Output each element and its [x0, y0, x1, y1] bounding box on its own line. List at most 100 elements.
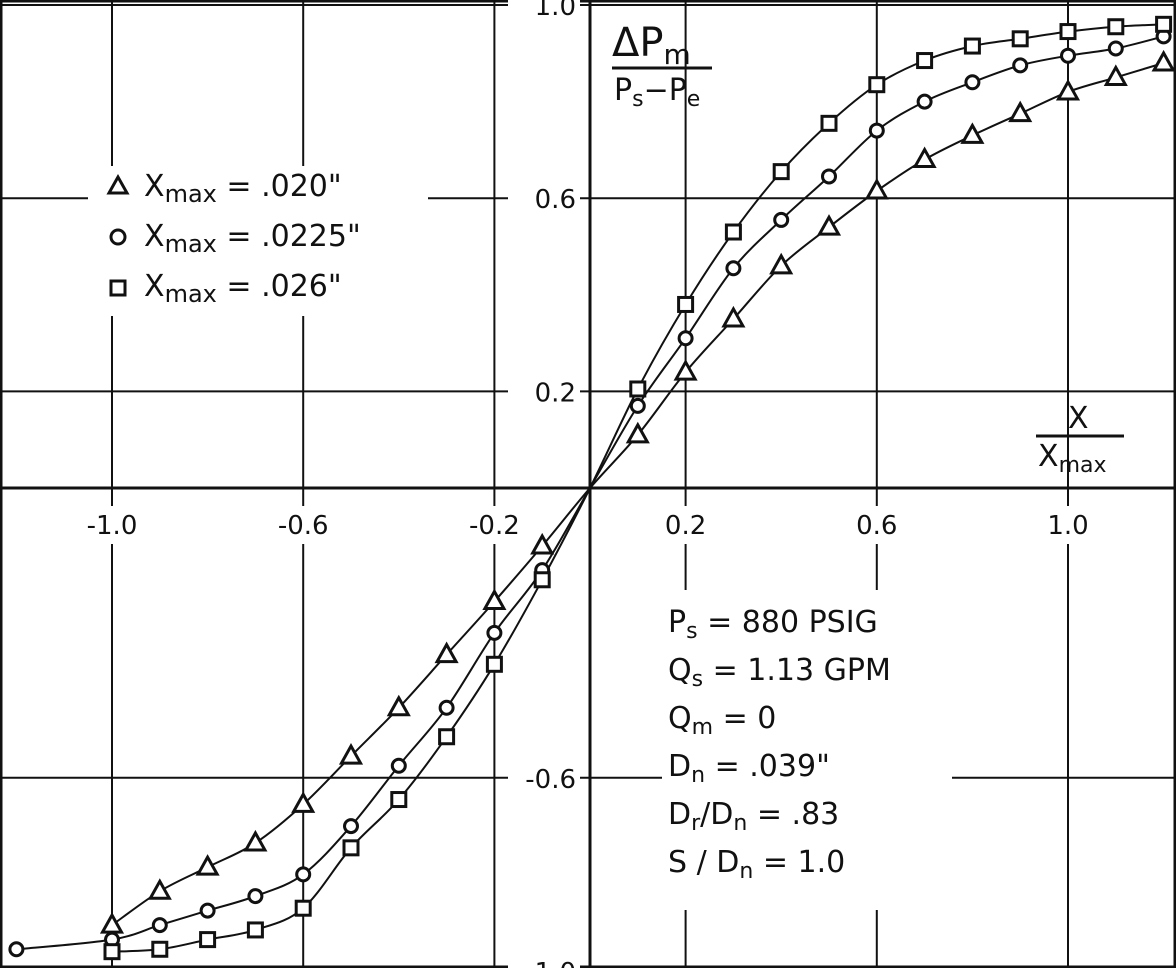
- series-triangle-point-16: [912, 146, 937, 169]
- series-square-point-12: [724, 223, 742, 241]
- series-circle-point-3: [199, 902, 216, 919]
- legend-label-2: Xmax = .0225": [144, 219, 361, 258]
- series-triangle-point-7: [434, 641, 459, 664]
- series-circle-point-8: [438, 699, 455, 716]
- series-circle-point-16: [868, 122, 885, 139]
- series-circle-point-2: [151, 917, 168, 934]
- x-tick-label-bg-2: [454, 506, 535, 544]
- x-label-numerator: X: [1068, 401, 1089, 436]
- series-triangle-point-9: [530, 532, 555, 555]
- series-triangle-point-4: [291, 791, 316, 813]
- series-circle-point-5: [295, 866, 312, 883]
- x-tick-label-bg-0: [72, 506, 152, 544]
- series-circle-point-14: [773, 211, 790, 228]
- y-axis-label: ΔPm Ps−Pe: [612, 20, 712, 112]
- series-circle-point-11: [629, 397, 646, 414]
- series-triangle-point-10: [625, 421, 650, 444]
- series-circle-point-13: [725, 260, 742, 277]
- series-triangle-point-6: [386, 694, 411, 717]
- series-square-point-9: [533, 571, 551, 589]
- x-tick-label-3: 0.2: [665, 511, 706, 541]
- x-tick-label-2: -0.2: [469, 511, 520, 541]
- x-tick-label-0: -1.0: [87, 511, 138, 541]
- series-circle-point-20: [1060, 47, 1076, 64]
- series-triangle-point-21: [1151, 49, 1176, 72]
- x-tick-label-bg-4: [836, 506, 917, 544]
- annotation-supply-pressure: Ps = 880 PSIG: [668, 605, 878, 644]
- series-triangle-point-5: [338, 742, 364, 765]
- series-square-point-16: [916, 52, 934, 70]
- x-tick-label-bg-1: [263, 506, 344, 544]
- annotation-diameter-ratio: Dr/Dn = .83: [668, 797, 839, 836]
- y-tick-label-bg-3: [508, 759, 580, 798]
- y-tick-label-2: 0.2: [535, 378, 576, 408]
- series-square-point-17: [963, 37, 981, 55]
- series-square-point-2: [199, 931, 217, 949]
- y-tick-label-1: 0.6: [535, 185, 576, 215]
- series-square-point-15: [868, 76, 886, 94]
- series-triangle-point-14: [816, 214, 842, 236]
- series-square-point-1: [151, 940, 169, 958]
- series-triangle-point-3: [243, 829, 268, 852]
- series-triangle-point-20: [1103, 64, 1128, 86]
- legend-entry-square: Xmax = .026": [109, 269, 342, 308]
- series-triangle-point-17: [960, 122, 985, 144]
- series-square-point-7: [438, 728, 456, 746]
- series-circle-point-12: [677, 330, 694, 347]
- series-square-point-8: [485, 655, 503, 673]
- series-circle-point-4: [247, 888, 264, 905]
- y-tick-label-bg-4: [508, 953, 580, 968]
- series-circle-point-19: [1012, 57, 1029, 74]
- series-triangle-point-12: [721, 305, 746, 328]
- series-square-point-4: [294, 899, 312, 917]
- legend-label-3: Xmax = .026": [144, 269, 342, 308]
- series-square-point-14: [820, 114, 838, 132]
- marker-layer: [8, 15, 1176, 961]
- series-circle-point-17: [916, 93, 933, 110]
- legend-triangle-marker: [106, 173, 130, 195]
- y-tick-label-4: -1.0: [525, 958, 576, 968]
- series-circle-point-7: [390, 757, 407, 774]
- y-tick-label-0: 1.0: [535, 0, 576, 22]
- series-triangle-point-18: [1008, 100, 1033, 123]
- series-square-point-6: [390, 791, 408, 809]
- series-circle-point-18: [964, 74, 981, 91]
- x-tick-label-4: 0.6: [856, 511, 897, 541]
- x-label-denominator: Xmax: [1038, 439, 1107, 478]
- tick-label-layer: -1.0 -0.6 -0.2 0.2 0.6 1.0 1.0 0.6 0.2 -0.6 -1.0: [72, 0, 1108, 968]
- x-tick-label-5: 1.0: [1047, 511, 1088, 541]
- legend-circle-marker: [109, 228, 127, 246]
- legend-square-marker: [109, 279, 127, 297]
- y-tick-label-3: -0.6: [525, 765, 576, 795]
- y-tick-label-bg-1: [508, 180, 580, 219]
- y-label-numerator: ΔPm: [612, 20, 691, 71]
- series-square-point-10: [629, 380, 647, 398]
- series-square-point-3: [246, 921, 264, 939]
- series-triangle-point-11: [673, 359, 698, 381]
- y-tick-label-bg-0: [508, 0, 580, 25]
- series-triangle-point-2: [195, 854, 220, 876]
- legend: Xmax = .020" Xmax = .0225" Xmax = .026": [88, 166, 428, 316]
- series-square-point-11: [677, 295, 695, 313]
- legend-entry-circle: Xmax = .0225": [109, 219, 361, 258]
- series-square-point-18: [1011, 30, 1029, 48]
- annotation-spacing-ratio: S / Dn = 1.0: [668, 845, 845, 884]
- x-tick-label-bg-5: [1028, 506, 1108, 544]
- x-axis-label: X Xmax: [1036, 401, 1124, 478]
- legend-label-1: Xmax = .020": [144, 169, 342, 208]
- annotation-background: [662, 590, 952, 910]
- series-triangle-point-19: [1055, 78, 1081, 101]
- series-triangle-point-1: [147, 878, 172, 900]
- series-triangle-point-15: [864, 177, 889, 200]
- annotation-supply-flow: Qs = 1.13 GPM: [668, 653, 891, 692]
- series-square-point-5: [342, 839, 360, 857]
- conditions-annotation: Ps = 880 PSIG Qs = 1.13 GPM Qm = 0 Dn = …: [662, 590, 952, 910]
- series-circle-point-21: [1107, 40, 1124, 57]
- series-square-point-0: [103, 943, 121, 961]
- series-square-point-13: [772, 163, 790, 181]
- legend-background: [88, 166, 428, 316]
